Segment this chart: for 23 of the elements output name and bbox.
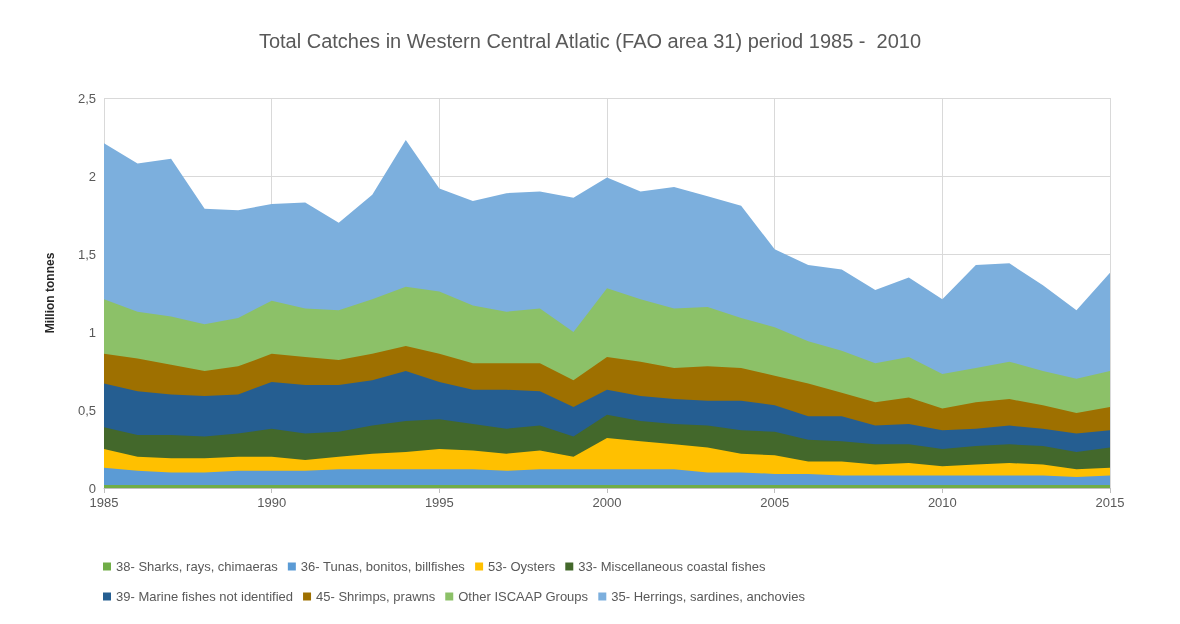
legend-label: 38- Sharks, rays, chimaeras xyxy=(116,559,279,574)
chart-title: Total Catches in Western Central Atlatic (FAO area 31) period 1985 - 2010 xyxy=(258,30,922,52)
y-tick-label: 2 xyxy=(88,168,96,184)
legend-label: 53- Oysters xyxy=(488,559,556,574)
legend-label: 33- Miscellaneous coastal fishes xyxy=(578,559,766,574)
y-tick-label: 0 xyxy=(88,480,96,496)
x-tick-label: 2005 xyxy=(760,495,790,510)
legend-label: 36- Tunas, bonitos, billfishes xyxy=(300,559,466,574)
x-tick-label: 1990 xyxy=(257,495,287,510)
legend-label: 45- Shrimps, prawns xyxy=(316,589,436,604)
y-tick-label: 1,5 xyxy=(77,246,96,262)
y-tick-label: 0,5 xyxy=(77,402,96,418)
y-tick-label: 2,5 xyxy=(77,90,96,106)
legend-label: 35- Herrings, sardines, anchovies xyxy=(611,589,806,604)
x-tick-label: 2010 xyxy=(927,495,957,510)
y-axis-title: Million tonnes xyxy=(43,252,57,334)
legend-label: Other ISCAAP Groups xyxy=(458,589,589,604)
x-tick-label: 1985 xyxy=(89,495,119,510)
x-tick-label: 2000 xyxy=(592,495,622,510)
y-tick-label: 1 xyxy=(88,324,96,340)
x-tick-label: 1995 xyxy=(424,495,454,510)
legend-label: 39- Marine fishes not identified xyxy=(116,589,294,604)
x-tick-label: 2015 xyxy=(1095,495,1125,510)
